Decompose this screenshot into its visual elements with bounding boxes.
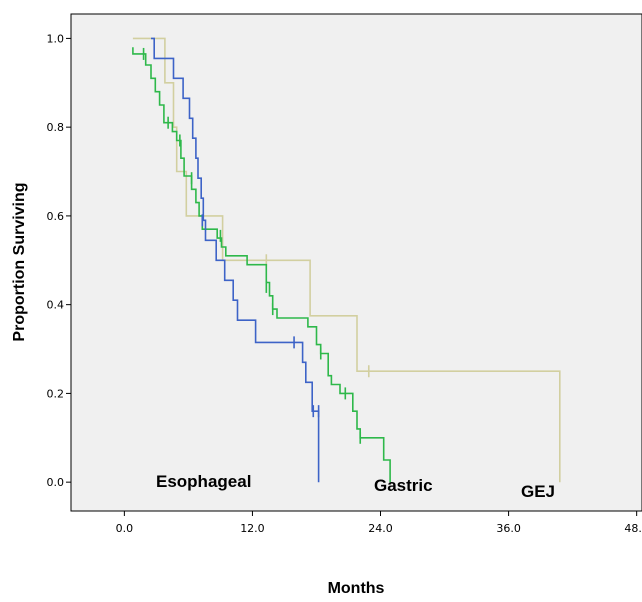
survival-curve-gastric [132, 47, 391, 483]
survival-curve-gej [132, 37, 561, 483]
series-esophageal [151, 37, 320, 483]
annotation-gastric: Gastric [374, 476, 433, 495]
x-tick-label: 0.0 [116, 522, 134, 535]
y-tick-label: 1.0 [47, 32, 65, 45]
x-tick-label: 24.0 [368, 522, 393, 535]
annotation-gej: GEJ [521, 482, 555, 501]
series-gastric [132, 47, 391, 483]
x-tick-label: 48.0 [624, 522, 642, 535]
series-layer [132, 37, 561, 483]
x-tick-label: 36.0 [496, 522, 521, 535]
x-axis-title: Months [328, 580, 385, 597]
x-tick-label: 12.0 [240, 522, 265, 535]
x-axis: 0.0 12.0 24.0 36.0 48.0 [116, 511, 642, 535]
y-tick-label: 0.0 [47, 476, 65, 489]
y-tick-label: 0.8 [47, 121, 65, 134]
plot-background [70, 13, 642, 512]
y-tick-label: 0.4 [47, 299, 65, 312]
y-axis-title: Proportion Surviving [11, 182, 28, 341]
annotation-esophageal: Esophageal [156, 472, 251, 491]
survival-curve-esophageal [151, 37, 320, 483]
plot-area [70, 13, 642, 512]
y-tick-label: 0.6 [47, 210, 65, 223]
y-axis: 0.0 0.2 0.4 0.6 0.8 1.0 [47, 32, 71, 489]
y-tick-label: 0.2 [47, 387, 65, 400]
